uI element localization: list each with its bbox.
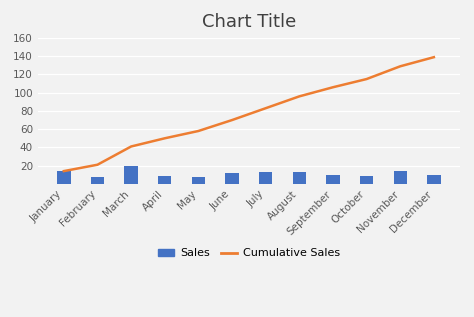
Bar [393, 171, 407, 184]
Legend: Sales, Cumulative Sales: Sales, Cumulative Sales [153, 244, 345, 263]
Bar [292, 172, 306, 184]
Bar [360, 176, 374, 184]
Bar [91, 178, 104, 184]
Bar [124, 166, 138, 184]
Bar [427, 175, 441, 184]
Bar [191, 177, 205, 184]
Bar [158, 176, 172, 184]
Bar [57, 171, 71, 184]
Title: Chart Title: Chart Title [202, 13, 296, 31]
Bar [326, 175, 340, 184]
Bar [225, 173, 239, 184]
Bar [259, 172, 273, 184]
